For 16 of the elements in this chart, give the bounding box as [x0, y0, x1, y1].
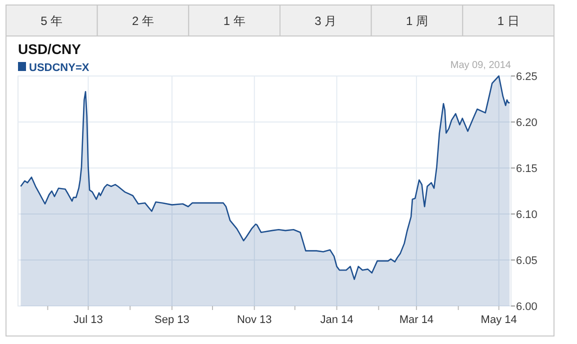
x-tick-label: Mar 14 [399, 314, 434, 326]
x-tick-label: Jul 13 [74, 314, 103, 326]
x-tick-label: May 14 [480, 314, 517, 326]
tabs: 5 年 2 年 1 年 3 月 1 周 1 日 [6, 4, 554, 36]
y-tick-label: 6.20 [516, 117, 538, 129]
y-tick-label: 6.00 [516, 301, 538, 313]
y-tick-label: 6.05 [516, 255, 538, 267]
chart-title: USD/CNY [18, 41, 82, 57]
x-tick-label: Jan 14 [320, 314, 354, 326]
y-tick-label: 6.10 [516, 209, 538, 221]
y-tick-label: 6.25 [516, 71, 538, 83]
legend-label: USDCNY=X [29, 62, 90, 74]
x-tick-label: Nov 13 [236, 314, 272, 326]
y-tick-label: 6.15 [516, 163, 538, 175]
text: May 09, 2014 [450, 60, 512, 71]
x-tick-label: Sep 13 [154, 314, 190, 326]
